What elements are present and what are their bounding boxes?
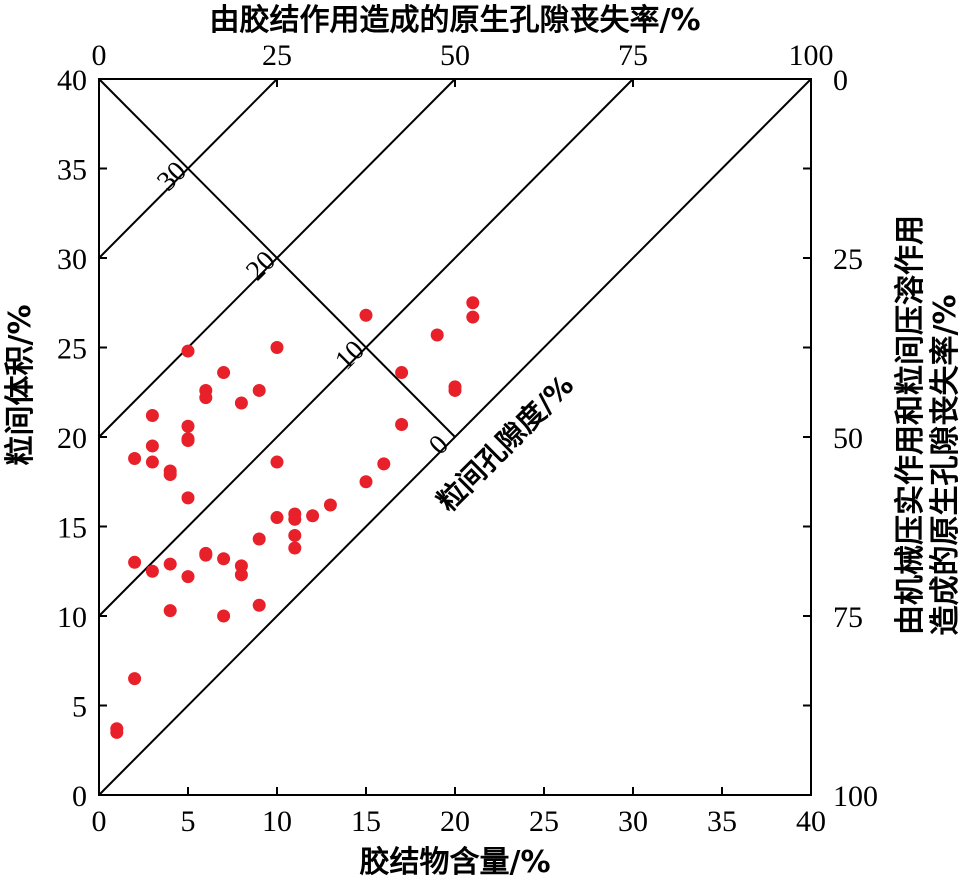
top-tick-label: 75: [618, 39, 648, 72]
top-tick-label: 50: [440, 39, 470, 72]
data-point: [217, 552, 231, 566]
right-axis-title-line1: 由机械压实作用和粒间压溶作用: [893, 215, 928, 635]
data-point: [181, 344, 195, 358]
data-point: [430, 328, 444, 342]
y-tick-label: 15: [57, 512, 87, 545]
data-point: [323, 498, 337, 512]
isoline-label-30: 30: [151, 156, 193, 198]
x-tick-label: 5: [181, 805, 196, 838]
x-tick-label: 10: [262, 805, 292, 838]
x-tick-label: 20: [440, 805, 470, 838]
data-point: [395, 417, 409, 431]
x-tick-label: 15: [351, 805, 381, 838]
top-axis-title: 由胶结作用造成的原生孔隙丧失率/%: [209, 3, 700, 38]
right-tick-label: 0: [833, 64, 848, 97]
data-point: [288, 512, 302, 526]
data-point: [234, 559, 248, 573]
data-point: [145, 439, 159, 453]
x-axis-title: 胶结物含量/%: [359, 845, 550, 880]
x-tick-label: 0: [92, 805, 107, 838]
x-tick-label: 30: [618, 805, 648, 838]
data-point: [359, 308, 373, 322]
data-point: [359, 475, 373, 489]
data-point: [234, 396, 248, 410]
top-tick-label: 25: [262, 39, 292, 72]
data-points: [110, 296, 480, 739]
anti-diagonal-line: [98, 78, 456, 438]
data-point: [252, 532, 266, 546]
data-point: [466, 310, 480, 324]
y-tick-label: 0: [72, 780, 87, 813]
right-tick-label: 100: [833, 780, 878, 813]
top-tick-label: 0: [92, 39, 107, 72]
porosity-isolines: [98, 78, 812, 796]
data-point: [181, 419, 195, 433]
data-point: [128, 672, 142, 686]
y-tick-label: 20: [57, 422, 87, 455]
data-point: [163, 468, 177, 482]
data-point: [199, 391, 213, 405]
y-tick-label: 30: [57, 243, 87, 276]
y-tick-label: 40: [57, 64, 87, 97]
y-axis-title: 粒间体积/%: [3, 304, 38, 465]
y-tick-label: 35: [57, 154, 87, 187]
data-point: [145, 455, 159, 469]
data-point: [110, 725, 124, 739]
data-point: [181, 570, 195, 584]
data-point: [395, 366, 409, 380]
data-point: [163, 557, 177, 571]
isoline-label-10: 10: [329, 335, 371, 377]
data-point: [306, 509, 320, 523]
data-point: [252, 598, 266, 612]
data-point: [377, 457, 391, 471]
top-tick-label: 100: [789, 39, 834, 72]
data-point: [288, 541, 302, 555]
data-point: [199, 548, 213, 562]
data-point: [288, 528, 302, 542]
data-point: [163, 604, 177, 618]
data-point: [181, 491, 195, 505]
data-point: [217, 366, 231, 380]
right-tick-label: 75: [833, 601, 863, 634]
x-tick-label: 40: [796, 805, 826, 838]
data-point: [252, 383, 266, 397]
x-tick-label: 35: [707, 805, 737, 838]
right-tick-label: 25: [833, 243, 863, 276]
x-tick-label: 25: [529, 805, 559, 838]
data-point: [217, 609, 231, 623]
data-point: [270, 511, 284, 525]
data-point: [270, 341, 284, 354]
data-point: [128, 451, 142, 465]
data-point: [234, 568, 248, 582]
right-axis-title-line2: 造成的原生孔隙丧失率/%: [928, 294, 963, 635]
right-tick-label: 50: [833, 422, 863, 455]
data-point: [448, 383, 462, 397]
isoline-label-20: 20: [240, 245, 282, 287]
data-point: [128, 555, 142, 569]
isoline-label-0: 0: [423, 429, 455, 461]
data-point: [466, 296, 480, 310]
data-point: [145, 409, 159, 423]
y-tick-label: 25: [57, 333, 87, 366]
axis-labels: 30 20 10 0: [151, 156, 455, 461]
data-point: [181, 434, 195, 448]
y-tick-label: 5: [72, 691, 87, 724]
data-point: [145, 564, 159, 578]
data-point: [270, 455, 284, 469]
y-tick-label: 10: [57, 601, 87, 634]
